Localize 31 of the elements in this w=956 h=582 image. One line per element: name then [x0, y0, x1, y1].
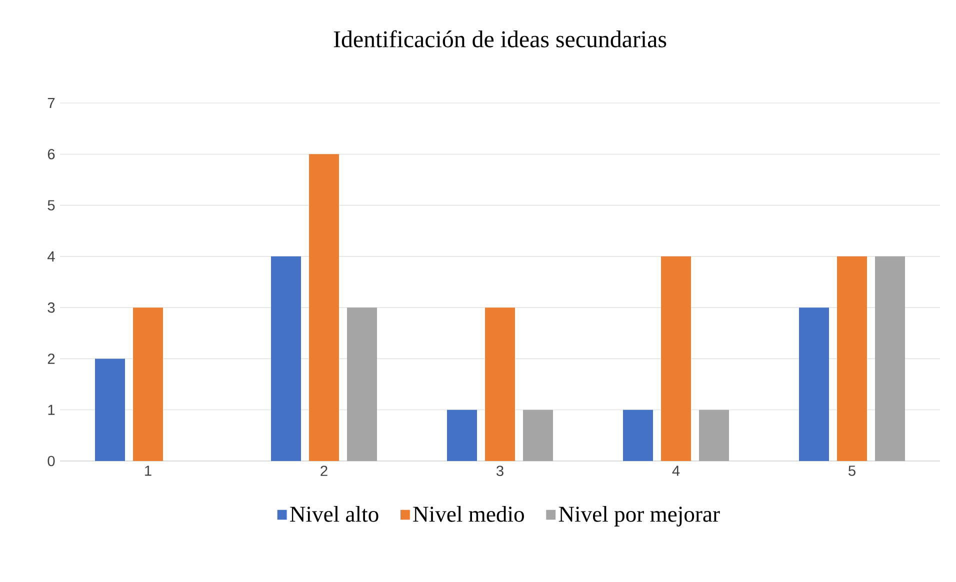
- y-tick-label: 7: [48, 98, 55, 108]
- bar: [523, 410, 553, 461]
- y-tick-label: 3: [48, 302, 55, 313]
- y-tick-label: 1: [48, 404, 55, 415]
- y-tick-label: 5: [48, 200, 55, 210]
- bar: [837, 256, 867, 461]
- bar: [799, 308, 829, 461]
- legend-label: Nivel por mejorar: [558, 506, 720, 526]
- bar: [699, 410, 729, 461]
- y-tick-label: 6: [48, 148, 55, 160]
- x-tick-label: 3: [496, 466, 504, 476]
- bar: [485, 308, 515, 461]
- x-tick-label: 5: [848, 466, 856, 476]
- bar: [133, 308, 163, 461]
- bar: [623, 410, 653, 461]
- bar: [271, 256, 301, 461]
- x-tick-label: 4: [672, 466, 680, 476]
- x-tick-label: 1: [145, 466, 152, 476]
- bar: [447, 410, 477, 461]
- y-tick-label: 4: [48, 251, 55, 262]
- bar: [875, 256, 905, 461]
- x-tick-label: 2: [320, 466, 328, 476]
- legend-label: Nivel medio: [413, 506, 524, 522]
- bar: [309, 154, 339, 461]
- bar: [347, 308, 377, 461]
- y-tick-label: 2: [48, 354, 55, 364]
- y-tick-label: 0: [48, 456, 55, 466]
- legend-label: Nivel alto: [290, 506, 378, 522]
- chart-title: Identificación de ideas secundarias: [334, 30, 666, 48]
- bar: [661, 256, 691, 461]
- bar: [95, 358, 125, 461]
